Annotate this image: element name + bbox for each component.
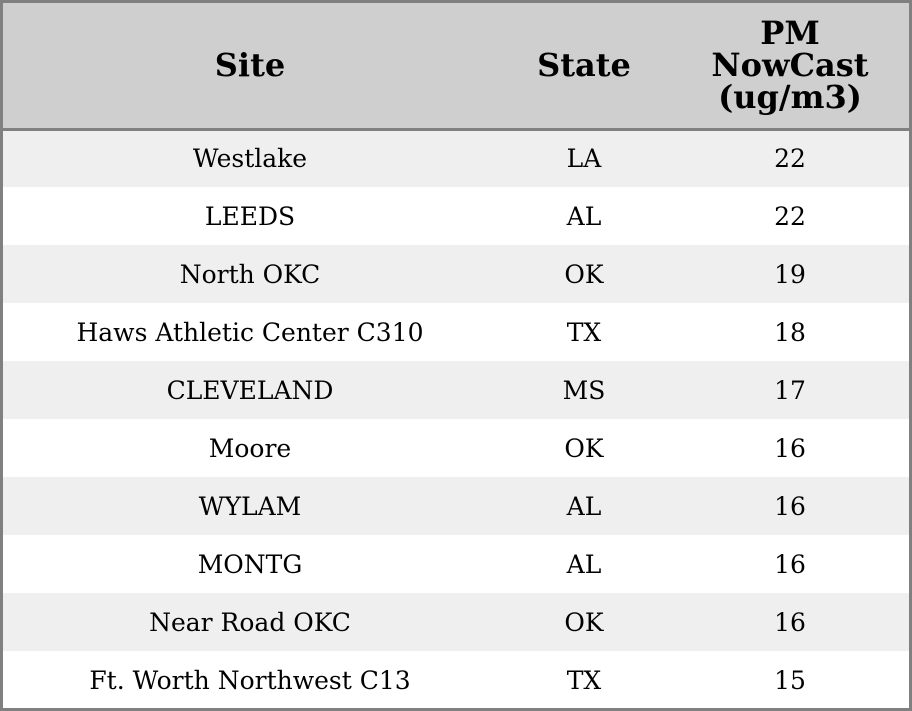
table-row: MONTG AL 16 xyxy=(3,535,909,593)
cell-pm-value: 19 xyxy=(774,259,806,289)
table-header: Site State PM NowCast (ug/m3) xyxy=(3,3,909,131)
table-row: Moore OK 16 xyxy=(3,419,909,477)
cell-pm-value: 18 xyxy=(774,317,806,347)
cell-site: Westlake xyxy=(192,144,308,174)
header-pm-line1: PM xyxy=(760,14,820,53)
header-pm-line3: (ug/m3) xyxy=(718,78,862,117)
cell-pm-value: 16 xyxy=(774,433,806,463)
cell-pm-value: 22 xyxy=(774,201,806,231)
cell-pm-value: 16 xyxy=(774,549,806,579)
cell-state: TX xyxy=(566,665,602,695)
cell-pm-value: 15 xyxy=(774,665,806,695)
cell-site: CLEVELAND xyxy=(166,375,334,405)
table-row: Haws Athletic Center C310 TX 18 xyxy=(3,303,909,361)
table-row: Near Road OKC OK 16 xyxy=(3,593,909,651)
header-pm-nowcast: PM NowCast (ug/m3) xyxy=(671,3,909,131)
table-row: North OKC OK 19 xyxy=(3,245,909,303)
table-body: Westlake LA 22 LEEDS AL 22 North OKC OK 19 Haws A… xyxy=(3,129,909,708)
cell-state: OK xyxy=(564,607,604,637)
header-site: Site xyxy=(3,3,497,131)
cell-state: LA xyxy=(566,144,602,174)
cell-state: MS xyxy=(562,375,606,405)
table-row: WYLAM AL 16 xyxy=(3,477,909,535)
cell-site: Haws Athletic Center C310 xyxy=(76,317,424,347)
cell-site: Moore xyxy=(208,433,292,463)
cell-site: North OKC xyxy=(179,259,321,289)
cell-site: MONTG xyxy=(197,549,303,579)
cell-pm-value: 22 xyxy=(774,144,806,174)
cell-pm-value: 17 xyxy=(774,375,806,405)
header-row: Site State PM NowCast (ug/m3) xyxy=(3,3,909,131)
pm-nowcast-table: Site State PM NowCast (ug/m3) Westlake LA… xyxy=(3,3,909,708)
table-row: Westlake LA 22 xyxy=(3,129,909,187)
cell-state: OK xyxy=(564,433,604,463)
header-pm-line2: NowCast xyxy=(711,46,869,85)
cell-pm-value: 16 xyxy=(774,491,806,521)
table-row: LEEDS AL 22 xyxy=(3,187,909,245)
cell-site: LEEDS xyxy=(204,201,296,231)
header-state: State xyxy=(497,3,671,131)
cell-pm-value: 16 xyxy=(774,607,806,637)
cell-state: TX xyxy=(566,317,602,347)
cell-state: AL xyxy=(566,201,602,231)
cell-state: AL xyxy=(566,549,602,579)
cell-site: Near Road OKC xyxy=(149,607,351,637)
cell-state: AL xyxy=(566,491,602,521)
cell-site: WYLAM xyxy=(198,491,302,521)
table-row: Ft. Worth Northwest C13 TX 15 xyxy=(3,651,909,708)
cell-state: OK xyxy=(564,259,604,289)
table-row: CLEVELAND MS 17 xyxy=(3,361,909,419)
cell-site: Ft. Worth Northwest C13 xyxy=(89,665,411,695)
